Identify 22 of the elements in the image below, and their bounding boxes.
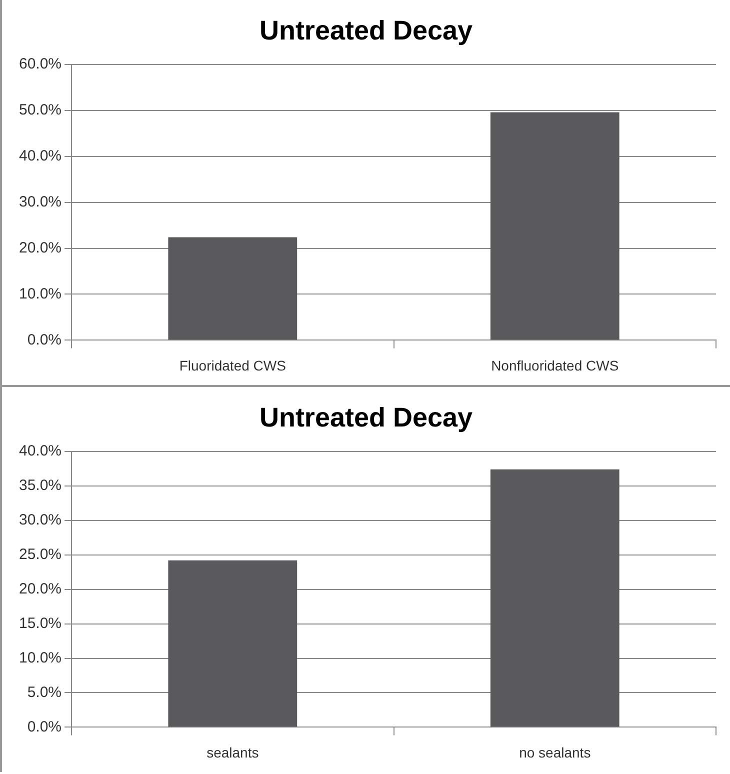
y-tick-label: 40.0% bbox=[18, 147, 62, 164]
y-tick-label: 30.0% bbox=[18, 511, 62, 528]
y-tick-label: 10.0% bbox=[18, 649, 62, 666]
x-tick-label: Fluoridated CWS bbox=[179, 357, 286, 374]
y-tick-label: 5.0% bbox=[27, 684, 62, 701]
x-tick-label: sealants bbox=[206, 744, 259, 760]
y-tick-label: 30.0% bbox=[18, 193, 62, 210]
chart-title: Untreated Decay bbox=[259, 16, 473, 46]
x-tick-label: Nonfluoridated CWS bbox=[491, 357, 619, 374]
y-tick-label: 15.0% bbox=[18, 614, 62, 632]
y-tick-label: 0.0% bbox=[27, 331, 62, 348]
y-tick-label: 25.0% bbox=[18, 546, 62, 563]
y-tick-label: 10.0% bbox=[18, 285, 62, 302]
x-tick-label: no sealants bbox=[519, 744, 591, 760]
y-tick-label: 35.0% bbox=[18, 477, 62, 494]
y-tick-label: 40.0% bbox=[18, 442, 62, 460]
chart-title: Untreated Decay bbox=[259, 402, 473, 433]
y-tick-label: 50.0% bbox=[18, 102, 62, 119]
y-tick-label: 20.0% bbox=[18, 239, 62, 256]
y-tick-label: 20.0% bbox=[18, 580, 62, 598]
y-tick-label: 60.0% bbox=[18, 56, 62, 73]
y-tick-label: 0.0% bbox=[27, 718, 62, 736]
